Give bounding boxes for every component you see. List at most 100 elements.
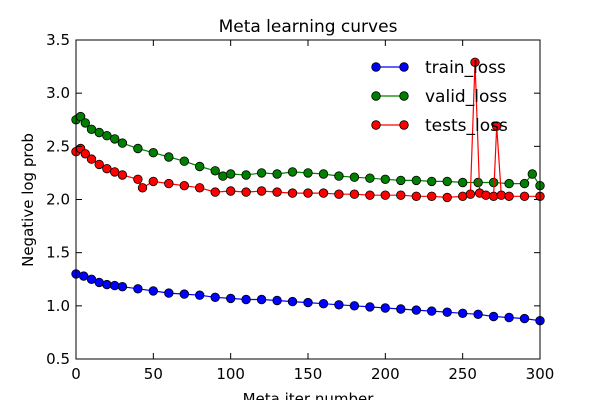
- data-point: [241, 170, 251, 180]
- data-point: [133, 284, 143, 294]
- data-point: [225, 186, 236, 196]
- data-point: [427, 306, 437, 316]
- data-point: [148, 286, 159, 296]
- data-point: [396, 190, 406, 200]
- data-point: [470, 57, 480, 68]
- data-point: [496, 190, 507, 200]
- data-point: [504, 178, 514, 189]
- x-axis-label: Meta iter number: [243, 390, 375, 400]
- data-point: [102, 279, 112, 290]
- data-point: [179, 180, 190, 191]
- data-point: [349, 189, 360, 199]
- data-point: [117, 170, 128, 180]
- data-point: [488, 311, 499, 322]
- data-point: [117, 138, 128, 148]
- data-point: [94, 277, 104, 288]
- data-point: [465, 189, 476, 199]
- data-point: [411, 191, 422, 202]
- x-tick-label: 100: [216, 365, 245, 383]
- data-point: [442, 192, 452, 203]
- legend: train_loss valid_loss tests_loss: [371, 58, 508, 136]
- data-point: [473, 309, 483, 320]
- data-point: [218, 171, 228, 181]
- data-point: [318, 299, 329, 309]
- data-point: [519, 178, 530, 189]
- data-point: [194, 183, 205, 193]
- series-valid_loss: [71, 111, 545, 191]
- data-point: [94, 159, 104, 170]
- legend-marker: [371, 91, 381, 101]
- data-point: [272, 169, 282, 179]
- y-tick-label: 0.5: [46, 350, 70, 368]
- data-point: [481, 190, 491, 200]
- data-point: [164, 178, 174, 189]
- data-point: [519, 313, 530, 324]
- data-point: [411, 305, 422, 315]
- data-point: [318, 169, 329, 179]
- y-tick-label: 3.0: [46, 84, 70, 102]
- data-point: [102, 163, 112, 174]
- data-point: [427, 176, 437, 187]
- data-point: [442, 176, 452, 187]
- data-point: [117, 282, 128, 292]
- data-point: [137, 183, 148, 193]
- data-point: [210, 292, 220, 303]
- legend-marker: [399, 62, 409, 72]
- y-tick-label: 3.5: [46, 31, 70, 49]
- data-point: [303, 297, 313, 308]
- x-tick-label: 250: [448, 365, 477, 383]
- data-point: [411, 175, 422, 186]
- data-point: [303, 188, 313, 198]
- data-point: [458, 177, 468, 188]
- data-point: [133, 174, 143, 185]
- series-train_loss: [71, 269, 545, 326]
- data-point: [80, 149, 91, 159]
- data-point: [86, 154, 97, 164]
- data-point: [194, 290, 205, 300]
- data-point: [179, 289, 190, 299]
- data-point: [396, 304, 406, 314]
- data-point: [109, 280, 120, 291]
- data-point: [78, 271, 89, 281]
- data-point: [225, 293, 236, 304]
- data-point: [272, 295, 282, 306]
- data-point: [148, 147, 159, 158]
- data-point: [148, 176, 159, 187]
- data-point: [427, 191, 437, 202]
- data-point: [225, 169, 236, 179]
- data-point: [349, 172, 360, 182]
- data-point: [488, 191, 499, 202]
- data-point: [349, 301, 360, 311]
- data-point: [380, 303, 391, 313]
- data-point: [365, 302, 375, 312]
- y-tick-label: 1.5: [46, 244, 70, 262]
- data-point: [318, 188, 329, 198]
- data-point: [102, 130, 112, 141]
- data-point: [179, 156, 190, 166]
- data-point: [492, 121, 502, 131]
- x-tick-label: 0: [71, 365, 81, 383]
- series-line-train_loss: [75, 273, 541, 322]
- legend-marker: [371, 120, 381, 130]
- data-point: [527, 169, 538, 179]
- data-point: [334, 300, 344, 310]
- series-tests_loss: [71, 57, 545, 203]
- data-point: [210, 166, 220, 176]
- data-point: [287, 167, 298, 177]
- legend-entry-train_loss: train_loss: [371, 58, 506, 78]
- data-point: [256, 186, 267, 196]
- data-point: [396, 175, 406, 186]
- legend-marker: [399, 91, 409, 101]
- data-point: [256, 294, 267, 305]
- data-point: [241, 187, 251, 197]
- data-point: [334, 171, 344, 181]
- series-layer: [71, 57, 545, 326]
- y-tick-label: 1.0: [46, 297, 70, 315]
- legend-entry-tests_loss: tests_loss: [371, 116, 508, 136]
- chart-title: Meta learning curves: [219, 17, 398, 37]
- data-point: [241, 294, 251, 305]
- data-point: [504, 312, 514, 323]
- y-tick-label: 2.0: [46, 191, 70, 209]
- legend-marker: [399, 120, 409, 130]
- data-point: [133, 143, 143, 154]
